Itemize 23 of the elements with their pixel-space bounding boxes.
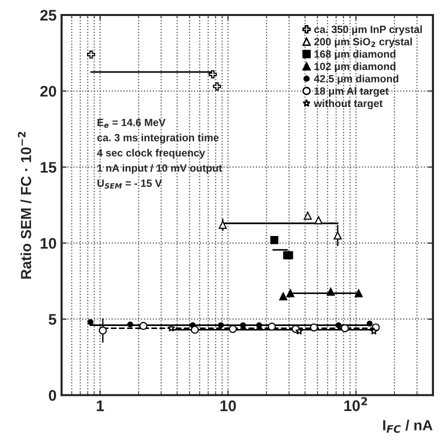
annotation: ca. 3 ms integration time xyxy=(97,134,219,144)
x-tick-label: 1 xyxy=(96,400,104,412)
y-tick-label: 5 xyxy=(48,314,56,325)
x-axis-title: I$_{FC}$ / nA xyxy=(383,420,432,433)
y-tick-label: 25 xyxy=(40,10,56,21)
legend-label: 102 μm diamond xyxy=(314,62,396,72)
legend-label: 42.5 μm diamond xyxy=(314,74,398,84)
y-axis-title: Ratio SEM / FC · 10$^{−2}$ xyxy=(18,132,32,279)
legend-label: ca. 350 μm InP crystal xyxy=(314,25,422,36)
legend-label: without target xyxy=(314,99,383,110)
legend-label: 168 μm diamond xyxy=(314,50,396,60)
x-tick-label: 10 xyxy=(220,400,236,412)
y-tick-label: 0 xyxy=(48,390,56,401)
annotation: U$_{SEM}$ = - 15 V xyxy=(98,180,162,189)
annotation: 1 nA input / 10 mV output xyxy=(98,164,222,174)
x-tick-label: 10$^{2}$ xyxy=(344,397,368,412)
y-tick-label: 10 xyxy=(40,238,56,249)
y-tick-label: 15 xyxy=(40,162,56,173)
legend-label: 18 μm Al target xyxy=(314,87,389,97)
legend-label: 200 μm SiO$_{2}$ crystal xyxy=(314,38,412,48)
annotation: E$_{e}$ = 14.6 MeV xyxy=(98,118,166,128)
y-tick-label: 20 xyxy=(40,86,56,97)
annotation: 4 sec clock frequency xyxy=(97,148,206,159)
